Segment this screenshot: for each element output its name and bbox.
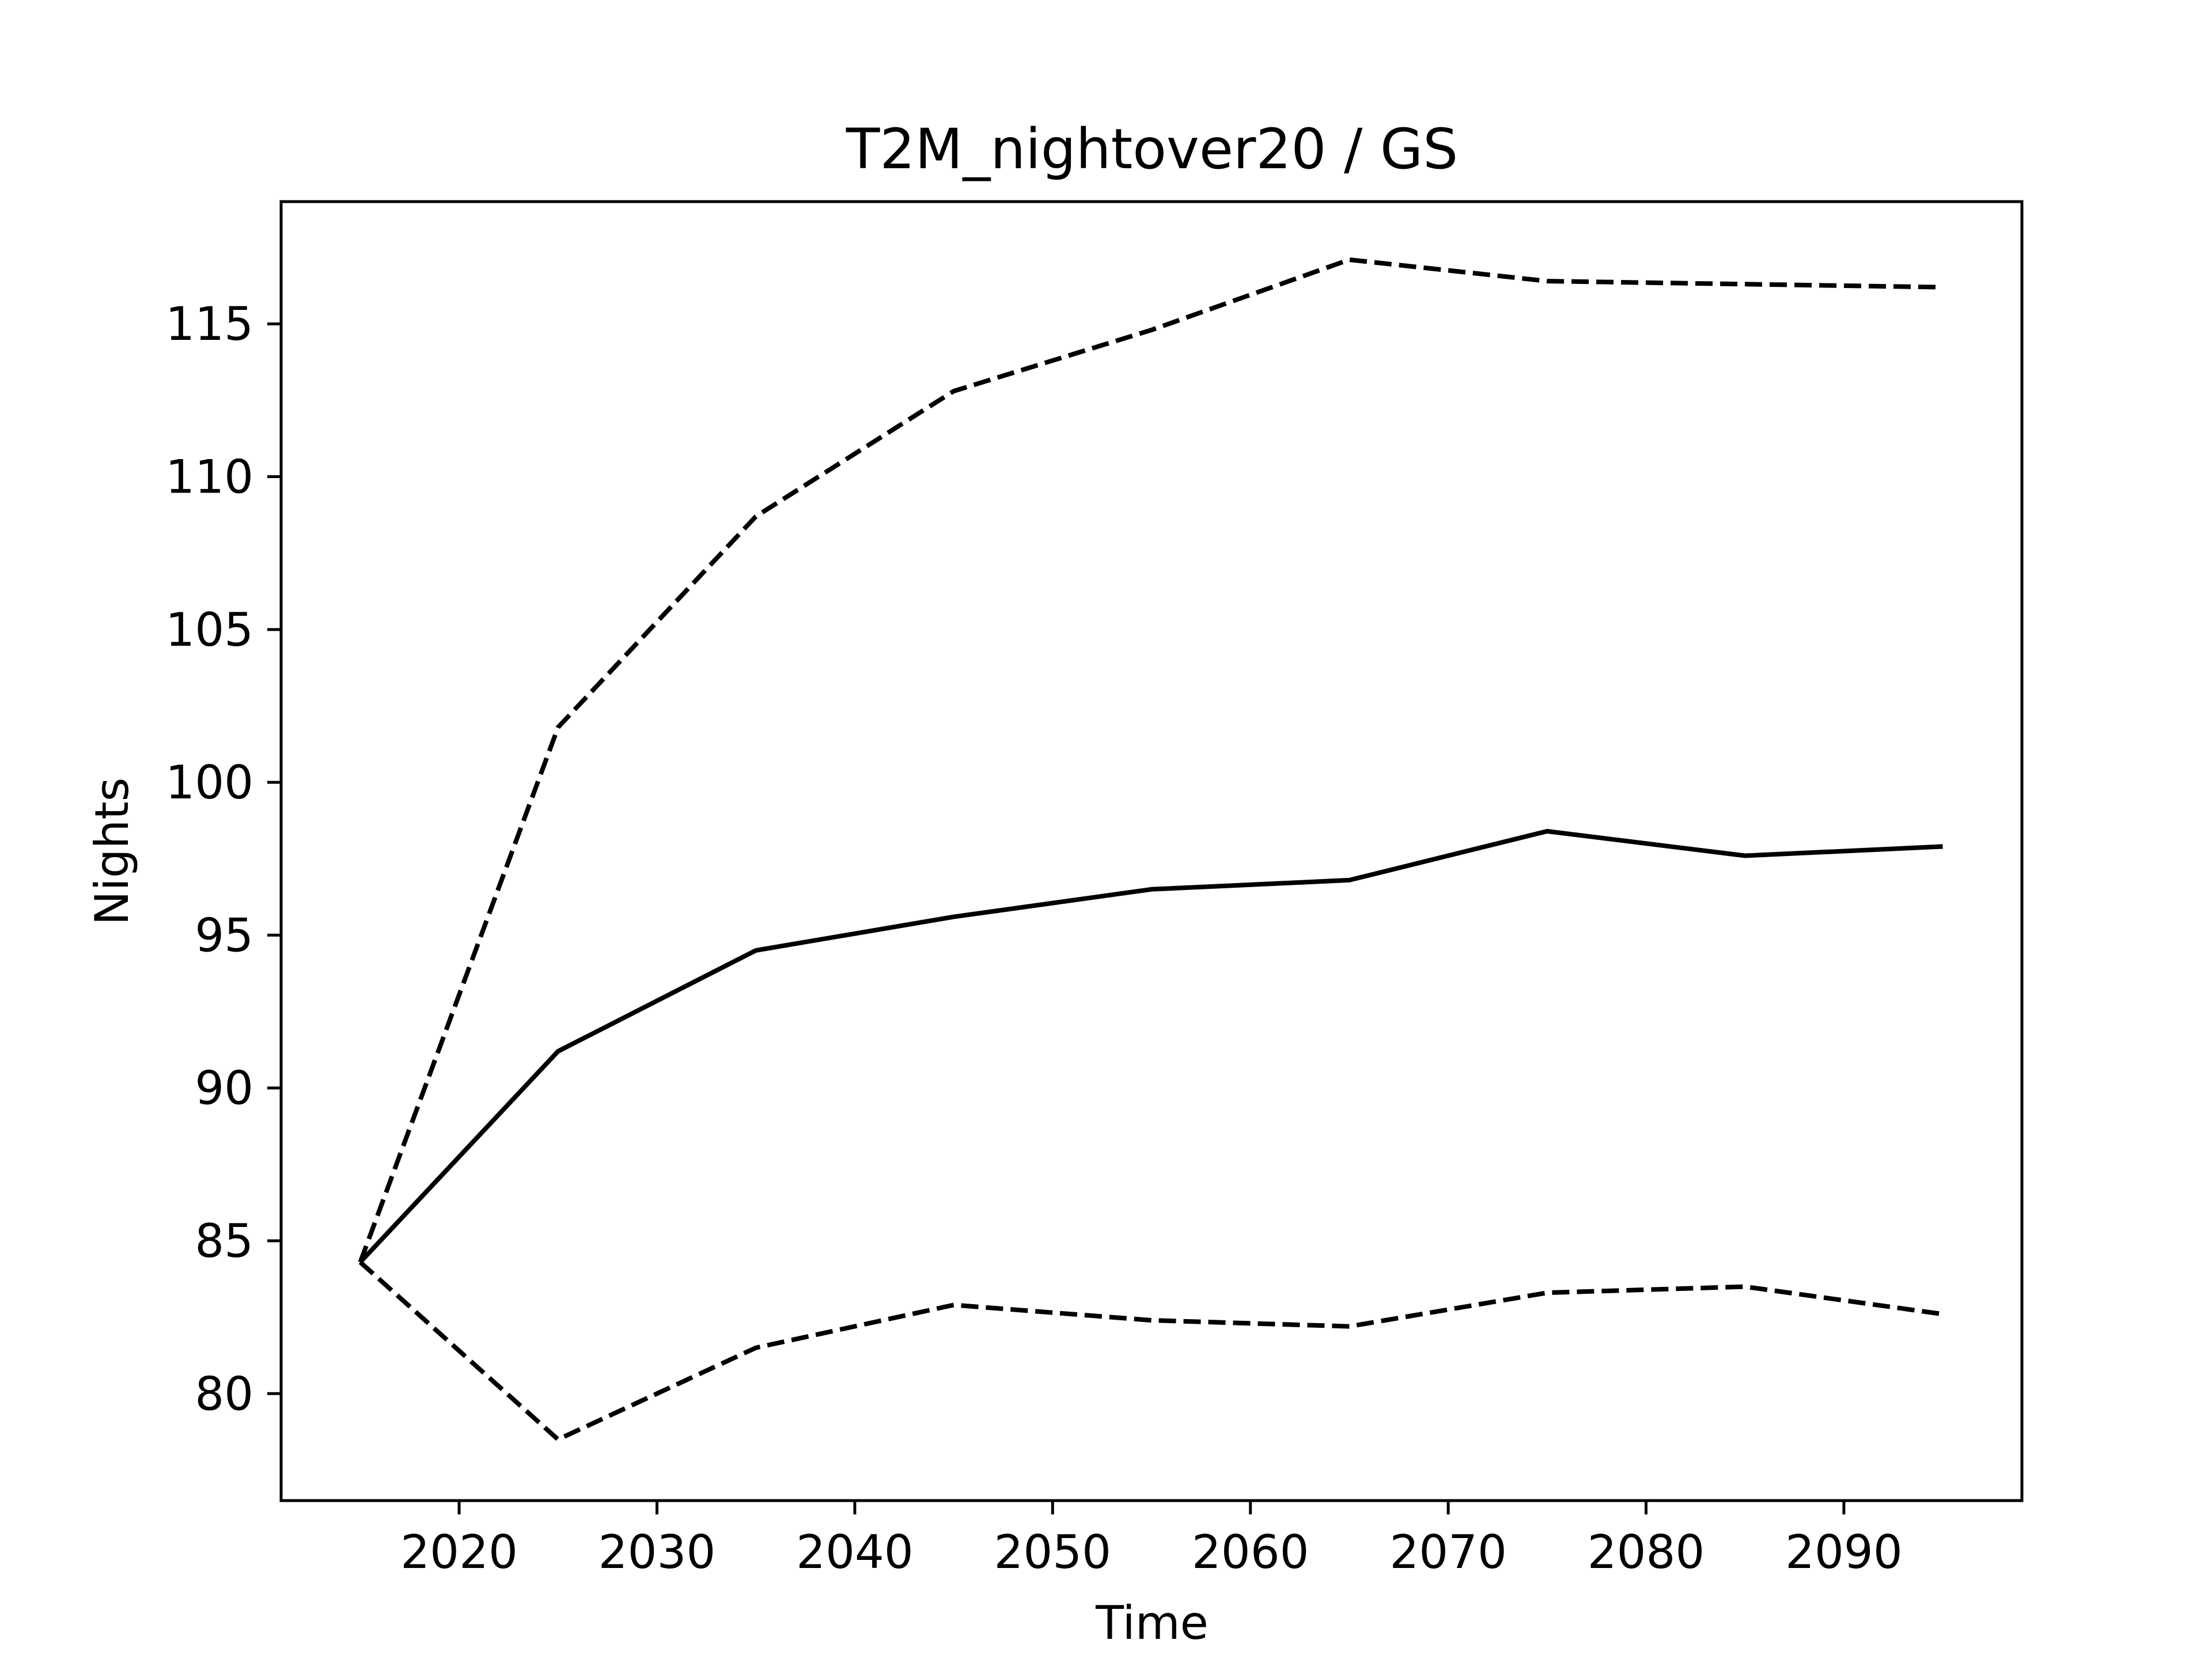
plot-area — [358, 257, 1944, 1442]
y-tick-label-85: 85 — [195, 1214, 253, 1268]
y-tick-label-100: 100 — [165, 756, 253, 809]
y-tick-label-115: 115 — [165, 297, 253, 351]
x-tick-label-2060: 2060 — [1192, 1525, 1309, 1579]
y-tick-label-105: 105 — [165, 603, 253, 657]
x-tick-label-2050: 2050 — [994, 1525, 1111, 1579]
series-line-3 — [358, 1260, 1944, 1442]
y-axis-label: Nights — [85, 778, 139, 926]
x-axis: 2020 2030 2040 2050 2060 2070 2080 2090 — [400, 1501, 1903, 1579]
x-tick-label-2070: 2070 — [1389, 1525, 1507, 1579]
x-tick-label-2020: 2020 — [400, 1525, 518, 1579]
y-tick-label-110: 110 — [165, 450, 253, 504]
series-line-2 — [358, 257, 1943, 1263]
x-tick-label-2040: 2040 — [796, 1525, 914, 1579]
x-tick-label-2090: 2090 — [1785, 1525, 1903, 1579]
y-tick-label-95: 95 — [195, 908, 253, 962]
series-line-1 — [358, 829, 1943, 1264]
x-axis-label: Time — [1095, 1596, 1209, 1650]
x-tick-label-2030: 2030 — [599, 1525, 716, 1579]
x-tick-label-2080: 2080 — [1588, 1525, 1705, 1579]
chart-title: T2M_nightover20 / GS — [846, 117, 1458, 181]
y-tick-label-80: 80 — [195, 1367, 253, 1421]
y-axis: 80 85 90 95 100 105 110 115 — [165, 297, 281, 1421]
plot-frame — [279, 200, 2024, 1502]
y-tick-label-90: 90 — [195, 1062, 253, 1115]
